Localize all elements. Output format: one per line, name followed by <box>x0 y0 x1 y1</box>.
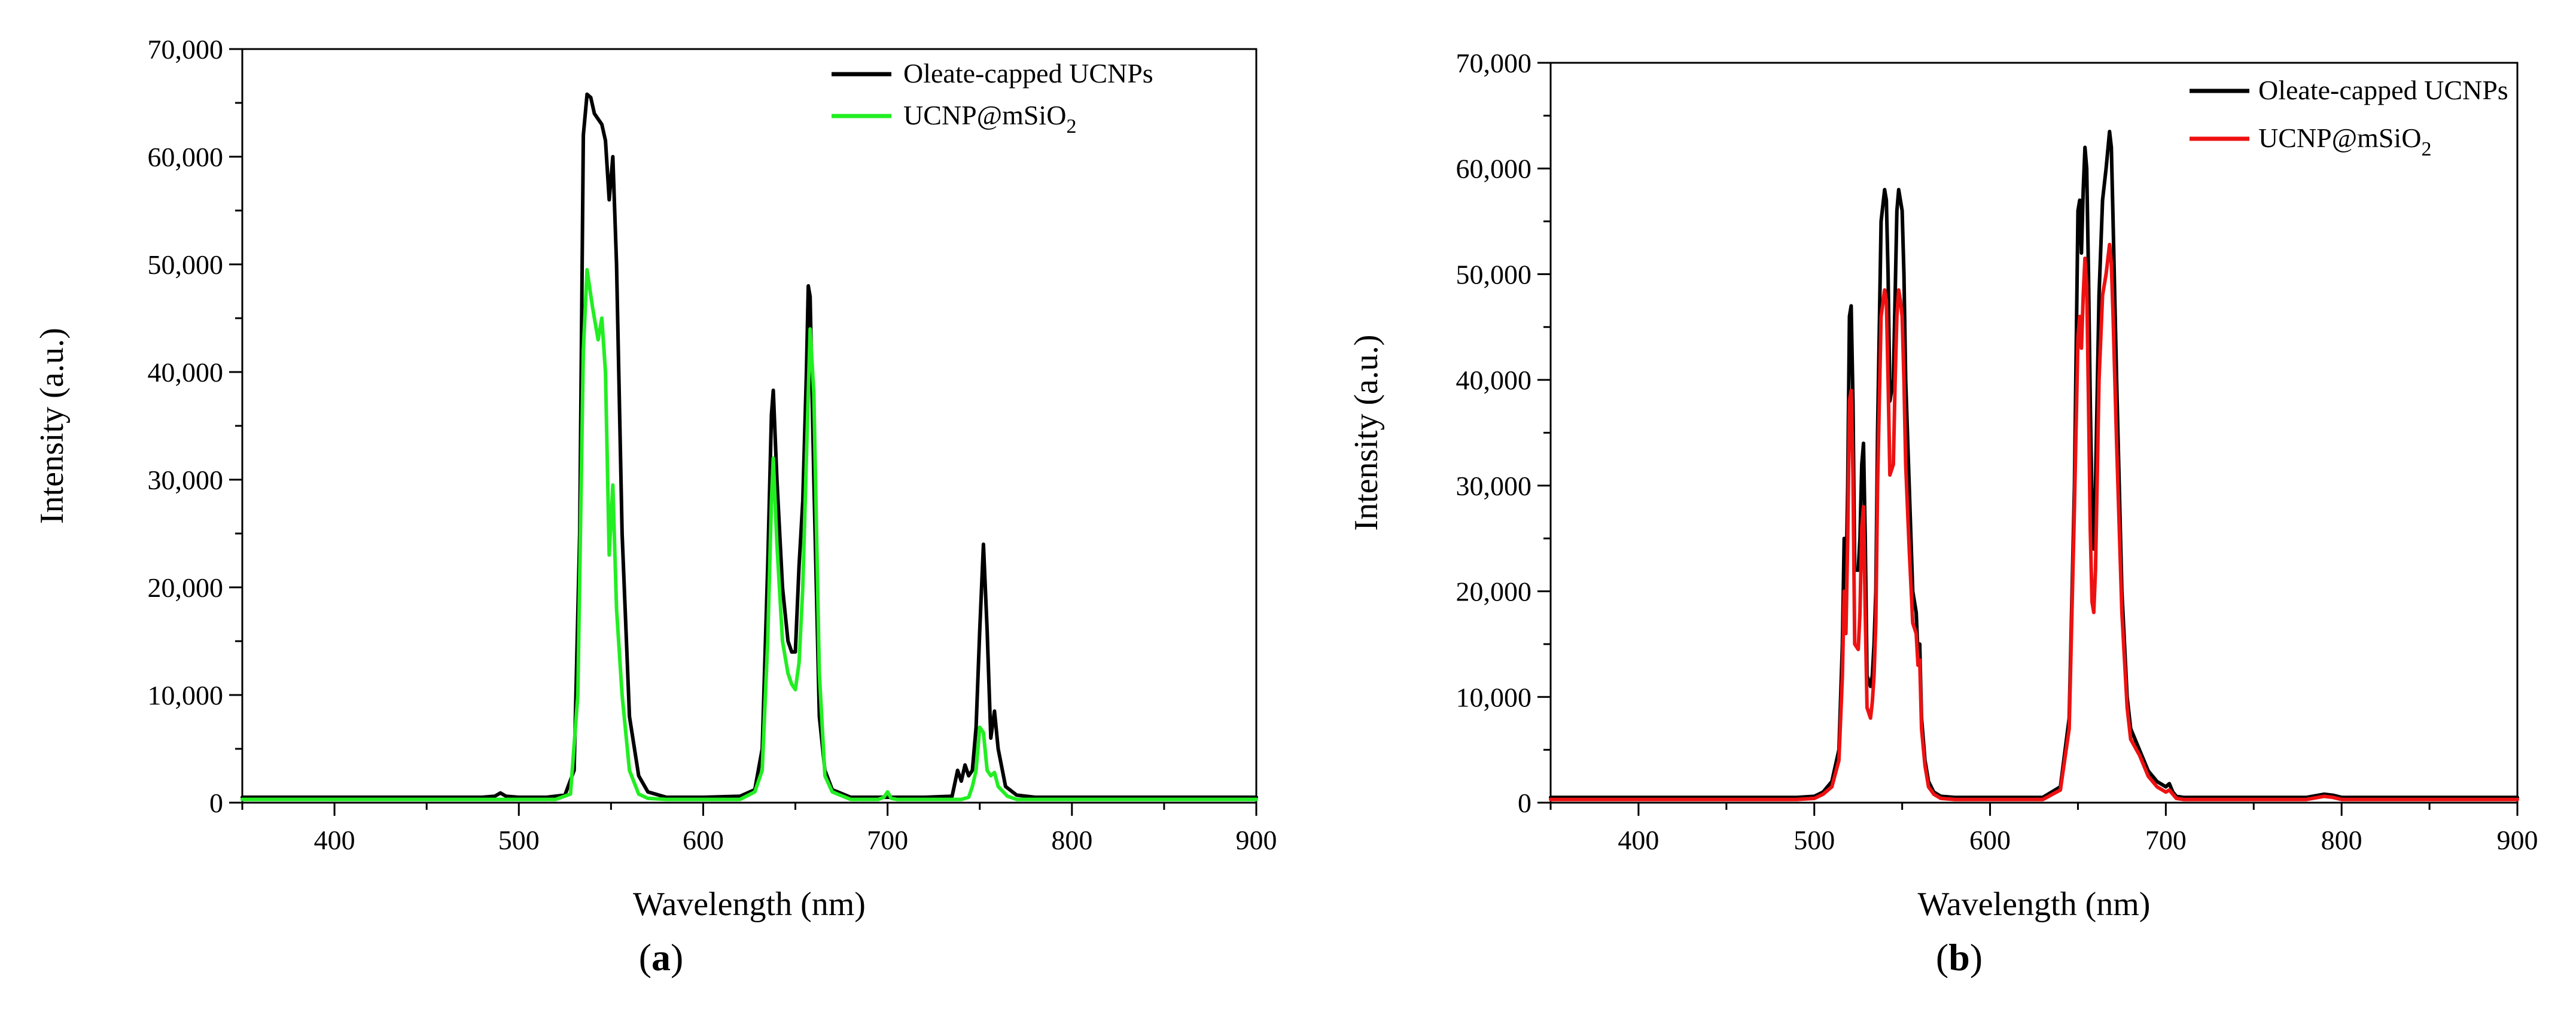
x-tick-label: 400 <box>314 825 355 855</box>
panel-label-letter: b <box>1948 936 1970 978</box>
y-tick-label: 50,000 <box>1456 259 1532 289</box>
x-tick-label: 600 <box>1969 825 2011 855</box>
y-tick-label: 10,000 <box>1456 682 1532 712</box>
legend-label: Oleate-capped UCNPs <box>903 58 1153 89</box>
y-tick-label: 30,000 <box>148 465 224 495</box>
x-axis-title: Wavelength (nm) <box>633 886 866 923</box>
panel-a: 400 500 600 700 800 900 0 10,000 20,000 30,000 40,… <box>34 34 1277 978</box>
legend-label: UCNP@mSiO2 <box>2258 123 2431 160</box>
y-axis-title: Intensity (a.u.) <box>34 328 71 524</box>
legend-label: UCNP@mSiO2 <box>903 100 1076 138</box>
panel-label: (a) <box>639 936 684 978</box>
y-tick-label: 40,000 <box>148 357 224 388</box>
x-tick-label: 900 <box>1236 825 1277 855</box>
panel-label-close: ) <box>1970 936 1983 978</box>
y-tick-label: 60,000 <box>1456 154 1532 184</box>
panel-label-open: ( <box>1936 936 1948 978</box>
y-tick-label: 10,000 <box>148 680 224 711</box>
x-tick-label: 400 <box>1618 825 1659 855</box>
x-tick-label: 700 <box>2145 825 2187 855</box>
legend-label-subscript: 2 <box>1066 115 1076 138</box>
y-tick-label: 20,000 <box>148 572 224 603</box>
y-tick-label: 50,000 <box>148 249 224 280</box>
legend-label-subscript: 2 <box>2421 138 2431 160</box>
legend-label-main: UCNP@mSiO <box>2258 123 2421 153</box>
series-line-0 <box>240 92 1258 799</box>
x-tick-label: 700 <box>867 825 908 855</box>
panel-label-close: ) <box>671 936 683 978</box>
x-tick-label: 800 <box>2321 825 2362 855</box>
x-axis-title: Wavelength (nm) <box>1918 886 2151 923</box>
panel-label-letter: a <box>651 936 671 978</box>
y-tick-label: 20,000 <box>1456 577 1532 607</box>
legend-label: Oleate-capped UCNPs <box>2258 75 2508 105</box>
legend-label-main: UCNP@mSiO <box>903 100 1066 130</box>
legend-label-main: Oleate-capped UCNPs <box>903 58 1153 89</box>
legend-label-main: Oleate-capped UCNPs <box>2258 75 2508 105</box>
panel-b: 400 500 600 700 800 900 0 10,000 20,000 30,000 40,… <box>1348 48 2538 978</box>
panel-label: (b) <box>1936 936 1983 978</box>
y-axis-title: Intensity (a.u.) <box>1348 334 1385 531</box>
y-tick-label: 0 <box>1518 788 1531 818</box>
x-tick-label: 800 <box>1051 825 1092 855</box>
y-tick-label: 60,000 <box>148 142 224 172</box>
x-tick-label: 500 <box>1794 825 1835 855</box>
y-tick-label: 70,000 <box>1456 48 1532 78</box>
y-tick-label: 40,000 <box>1456 365 1532 395</box>
series-line-1 <box>1549 242 2519 801</box>
x-tick-label: 500 <box>498 825 540 855</box>
x-tick-label: 900 <box>2497 825 2538 855</box>
x-tick-label: 600 <box>683 825 724 855</box>
y-tick-label: 0 <box>209 788 223 818</box>
series-line-1 <box>240 268 1258 801</box>
y-tick-label: 30,000 <box>1456 471 1532 501</box>
y-tick-label: 70,000 <box>148 34 224 65</box>
panel-label-open: ( <box>639 936 651 978</box>
